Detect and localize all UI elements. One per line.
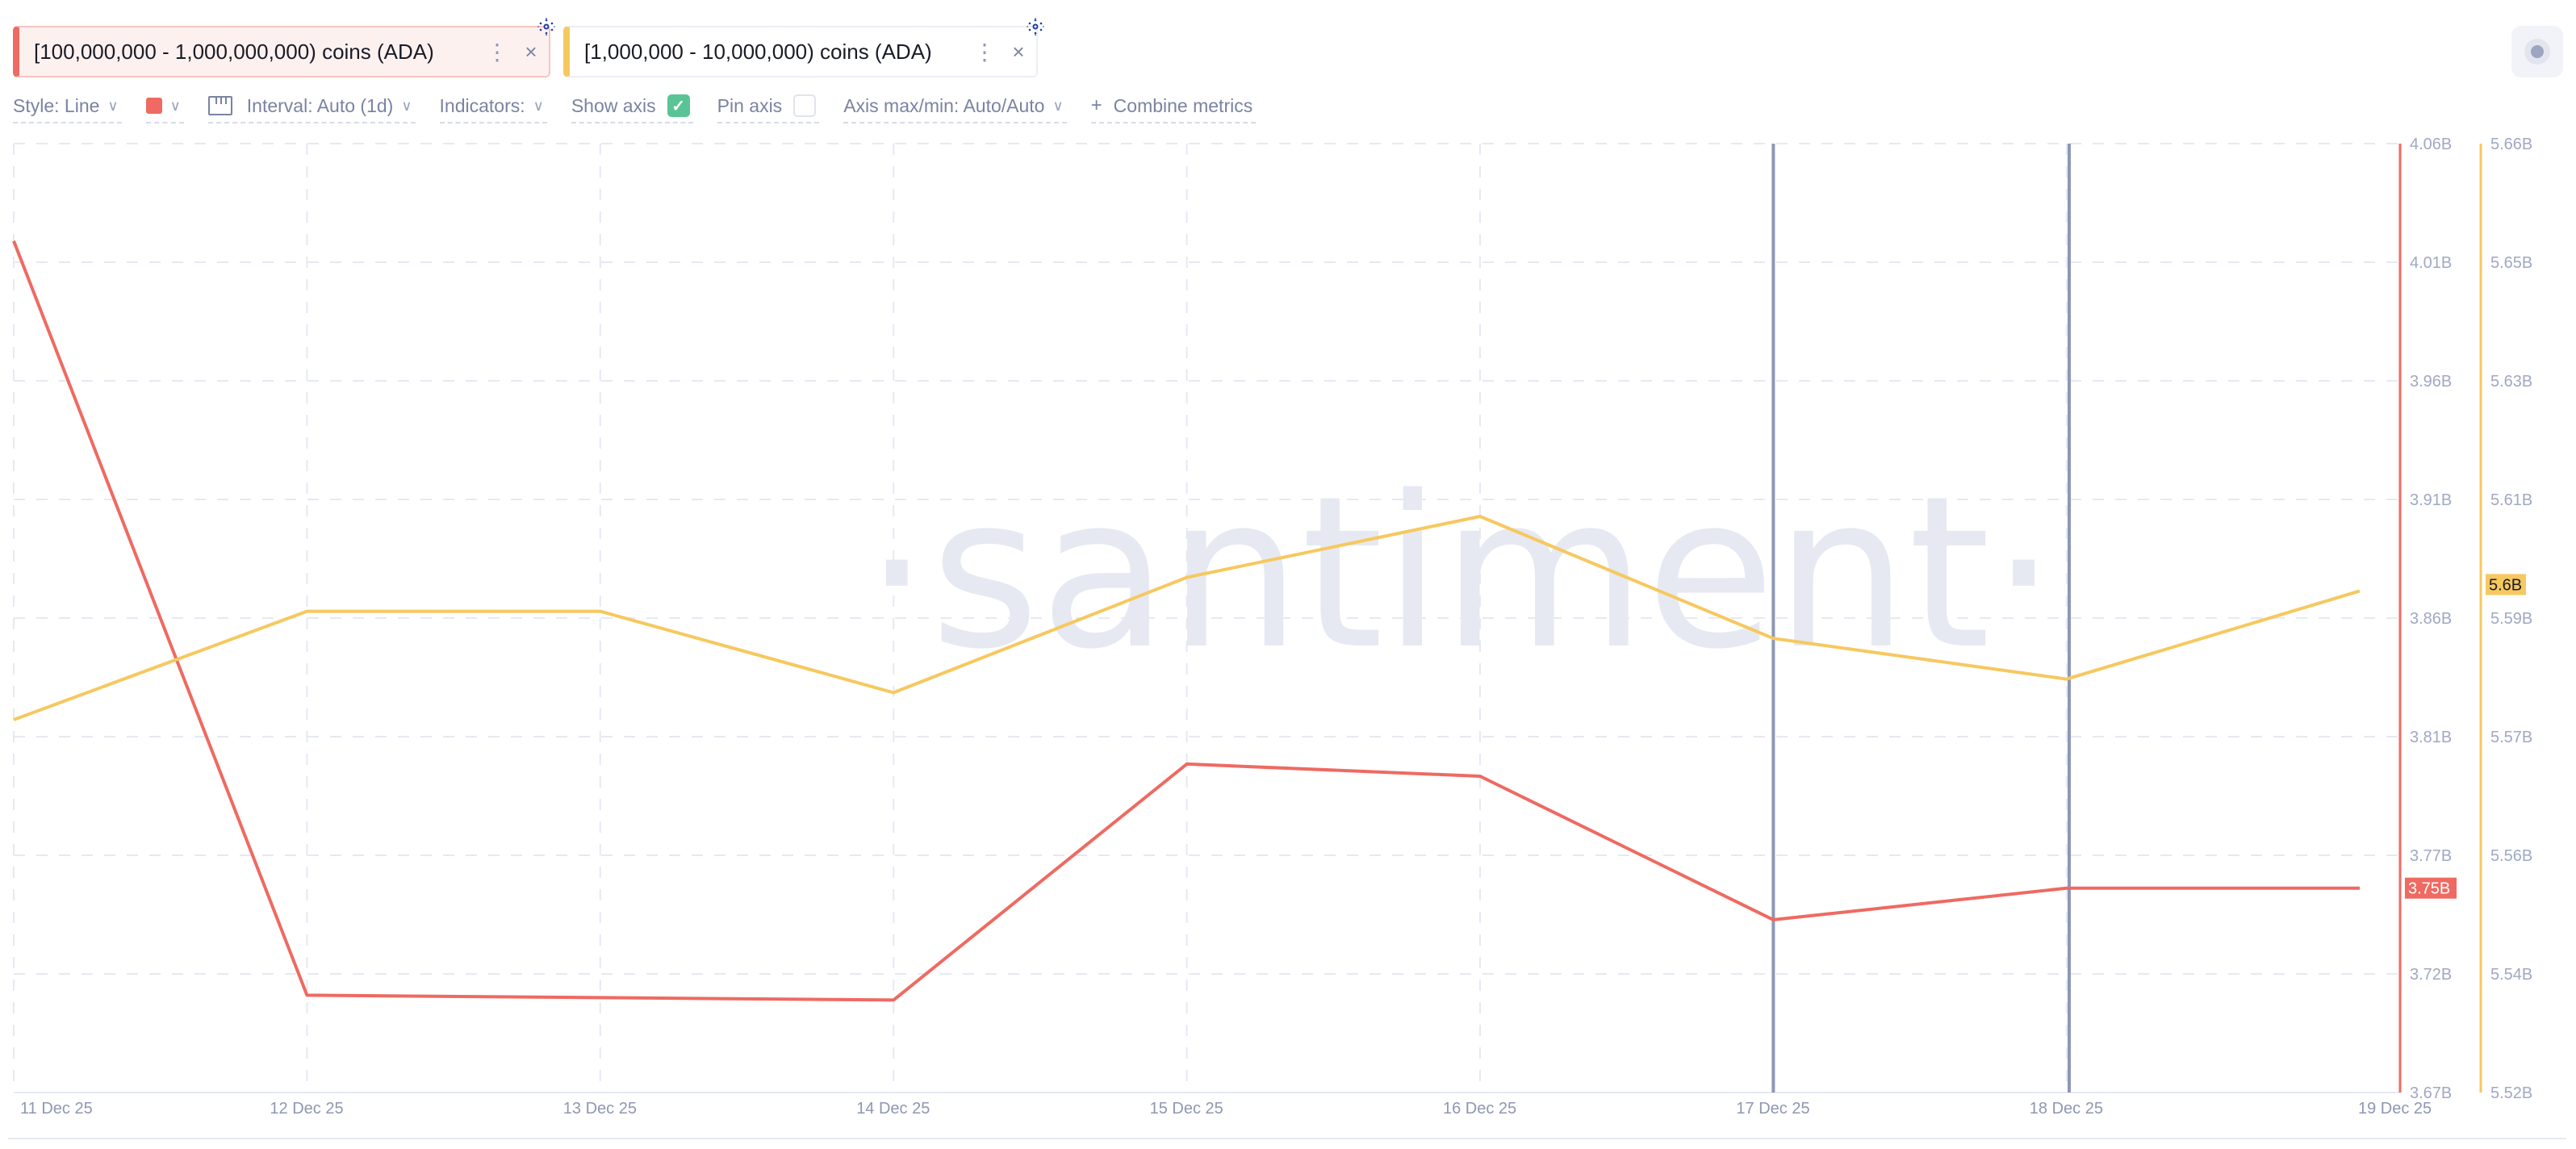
chart-options-button[interactable] (2511, 26, 2563, 77)
cardano-icon (1027, 18, 1044, 36)
svg-text:5.63B: 5.63B (2490, 373, 2532, 391)
svg-text:3.86B: 3.86B (2410, 610, 2452, 628)
svg-text:3.77B: 3.77B (2410, 847, 2452, 865)
santiment-watermark: ·santiment· (864, 452, 2057, 696)
color-swatch (145, 98, 162, 114)
svg-text:12 Dec 25: 12 Dec 25 (270, 1100, 343, 1118)
interval-label: Interval: Auto (1d) (246, 94, 394, 116)
series-line-large-holders[interactable] (12, 240, 2360, 1002)
x-axis: 11 Dec 25 12 Dec 25 13 Dec 25 14 Dec 25 15 D… (20, 1100, 2432, 1118)
chevron-down-icon: ∨ (1052, 97, 1064, 114)
y-axes: 4.06B 4.01B 3.96B 3.91B 3.86B 3.81B 3.77B 3.72B… (2398, 136, 2532, 1102)
chevron-down-icon: ∨ (401, 97, 412, 114)
svg-text:14 Dec 25: 14 Dec 25 (856, 1100, 930, 1118)
record-icon (2524, 39, 2550, 65)
metric-chip-mid-holders[interactable]: [1,000,000 - 10,000,000) coins (ADA) ⋮ × (563, 26, 1038, 77)
svg-text:5.57B: 5.57B (2490, 729, 2532, 746)
style-dropdown[interactable]: Style: Line ∨ (13, 90, 122, 123)
combine-metrics-button[interactable]: + Combine metrics (1090, 90, 1257, 123)
indicators-dropdown[interactable]: Indicators: ∨ (439, 90, 547, 123)
chevron-down-icon: ∨ (533, 97, 544, 114)
svg-text:5.56B: 5.56B (2490, 847, 2532, 865)
show-axis-toggle[interactable]: Show axis ✓ (571, 90, 693, 123)
show-axis-checkbox[interactable]: ✓ (667, 94, 690, 117)
color-dropdown[interactable]: ∨ (145, 90, 184, 123)
metric-chip-large-holders[interactable]: [100,000,000 - 1,000,000,000) coins (ADA… (13, 26, 550, 77)
pin-axis-toggle[interactable]: Pin axis (717, 90, 820, 123)
chevron-down-icon: ∨ (169, 97, 181, 114)
svg-text:5.6B: 5.6B (2489, 576, 2522, 594)
series-line-mid-holders[interactable] (13, 515, 2361, 721)
chart-grid (13, 143, 2400, 1093)
svg-text:3.81B: 3.81B (2410, 729, 2452, 746)
svg-text:3.67B: 3.67B (2410, 1084, 2452, 1102)
more-vertical-icon[interactable]: ⋮ (973, 39, 996, 65)
interval-dropdown[interactable]: Interval: Auto (1d) ∨ (207, 90, 416, 123)
close-icon[interactable]: × (1012, 39, 1025, 64)
svg-text:17 Dec 25: 17 Dec 25 (1736, 1100, 1809, 1118)
more-vertical-icon[interactable]: ⋮ (486, 39, 508, 65)
svg-text:4.06B: 4.06B (2410, 136, 2452, 153)
svg-text:5.54B: 5.54B (2490, 966, 2532, 984)
close-icon[interactable]: × (525, 39, 537, 64)
pin-axis-checkbox[interactable] (793, 94, 817, 117)
vertical-markers (1771, 144, 2071, 1093)
svg-text:19 Dec 25: 19 Dec 25 (2358, 1100, 2432, 1118)
indicators-label: Indicators: (439, 94, 525, 116)
svg-text:11 Dec 25: 11 Dec 25 (20, 1100, 93, 1118)
axis-minmax-dropdown[interactable]: Axis max/min: Auto/Auto ∨ (843, 90, 1067, 123)
chevron-down-icon: ∨ (107, 97, 119, 114)
svg-text:5.66B: 5.66B (2490, 136, 2532, 153)
svg-text:5.59B: 5.59B (2490, 610, 2532, 628)
pin-axis-label: Pin axis (717, 94, 783, 116)
svg-text:13 Dec 25: 13 Dec 25 (563, 1100, 637, 1118)
svg-text:18 Dec 25: 18 Dec 25 (2030, 1100, 2103, 1118)
plus-icon: + (1090, 94, 1102, 116)
style-label: Style: Line (13, 94, 100, 116)
svg-text:15 Dec 25: 15 Dec 25 (1150, 1100, 1223, 1118)
svg-text:16 Dec 25: 16 Dec 25 (1443, 1100, 1516, 1118)
svg-text:3.72B: 3.72B (2410, 966, 2452, 984)
svg-text:5.61B: 5.61B (2490, 491, 2532, 509)
axis-minmax-label: Axis max/min: Auto/Auto (843, 94, 1045, 116)
show-axis-label: Show axis (571, 94, 656, 116)
combine-metrics-label: Combine metrics (1113, 94, 1253, 116)
svg-text:3.96B: 3.96B (2410, 373, 2452, 391)
navigator-bar[interactable] (8, 1138, 2566, 1149)
cardano-icon (537, 18, 555, 36)
metric-label: [100,000,000 - 1,000,000,000) coins (ADA… (34, 39, 434, 64)
ruler-icon (207, 96, 232, 115)
svg-text:4.01B: 4.01B (2410, 254, 2452, 272)
metric-label: [1,000,000 - 10,000,000) coins (ADA) (584, 39, 932, 64)
svg-text:5.65B: 5.65B (2490, 254, 2532, 272)
svg-text:3.91B: 3.91B (2410, 491, 2452, 509)
svg-text:3.75B: 3.75B (2408, 880, 2450, 898)
chart-toolbar: Style: Line ∨ ∨ Interval: Auto (1d) ∨ In… (13, 90, 1280, 123)
svg-text:5.52B: 5.52B (2490, 1084, 2532, 1102)
